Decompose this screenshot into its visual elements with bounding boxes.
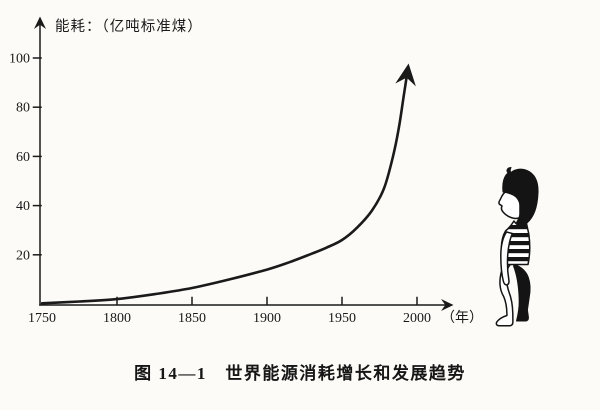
- x-tick-label: 1750: [28, 311, 56, 326]
- y-tick-label: 40: [16, 199, 30, 214]
- energy-consumption-curve: [40, 63, 416, 305]
- y-tick-label: 20: [16, 248, 30, 263]
- x-tick-label: 1850: [178, 311, 206, 326]
- x-tick-label: 1800: [103, 311, 131, 326]
- figure-caption: 图 14—1 世界能源消耗增长和发展趋势: [134, 364, 466, 383]
- y-axis-title: 能耗：（亿吨标准煤）: [55, 18, 203, 35]
- y-tick-label: 80: [16, 101, 30, 116]
- x-tick-label: 1950: [328, 311, 356, 326]
- child-arm: [500, 231, 514, 286]
- y-tick-label: 60: [16, 150, 30, 165]
- child-hair: [502, 167, 539, 227]
- x-tick-label: 1900: [253, 311, 281, 326]
- y-axis-ticks: 20 40 60 80 100: [9, 52, 42, 263]
- child-rear-leg: [513, 264, 531, 322]
- y-tick-label: 100: [9, 52, 30, 67]
- x-tick-label: 2000: [403, 311, 431, 326]
- child-shirt-stripes: [501, 225, 530, 262]
- x-axis-unit-label: （年）: [441, 310, 483, 326]
- child-observer-illustration: [495, 167, 539, 327]
- energy-consumption-chart: 20 40 60 80 100 1750 1800 1850 1900 1950 2000 能耗：…: [9, 16, 539, 327]
- x-axis-ticks: 1750 1800 1850 1900 1950 2000: [28, 296, 431, 326]
